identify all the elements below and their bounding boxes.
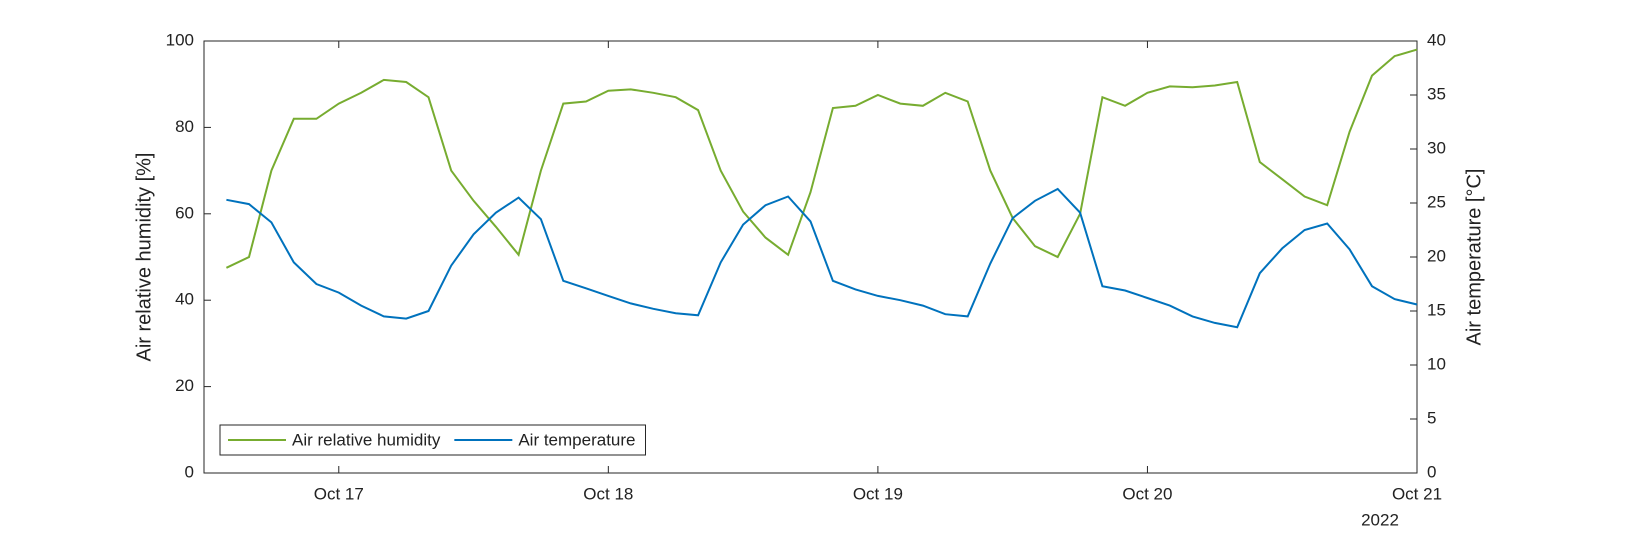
x-tick-label: Oct 21	[1392, 484, 1442, 503]
y2-tick-label: 0	[1427, 462, 1436, 481]
x-tick-label: Oct 18	[583, 484, 633, 503]
y-tick-label: 60	[175, 203, 194, 222]
y2-tick-label: 10	[1427, 354, 1446, 373]
data-line	[225, 48, 1418, 269]
x-tick-label: Oct 17	[314, 484, 364, 503]
y2-tick-label: 40	[1427, 30, 1446, 49]
data-line	[226, 187, 1418, 329]
y2-tick-label: 5	[1427, 408, 1436, 427]
y2-tick-label: 35	[1427, 84, 1446, 103]
y-tick-label: 20	[175, 376, 194, 395]
y-axis-label: Air relative humidity [%]	[133, 153, 155, 362]
legend-label: Air relative humidity	[292, 430, 441, 449]
x-tick-label: Oct 19	[853, 484, 903, 503]
y2-axis-label: Air temperature [°C]	[1463, 169, 1485, 346]
y-tick-label: 80	[175, 117, 194, 136]
y2-tick-label: 20	[1427, 246, 1446, 265]
y-tick-label: 0	[185, 462, 194, 481]
x-year-label: 2022	[1361, 510, 1399, 529]
legend-box	[219, 424, 646, 456]
y2-tick-label: 25	[1427, 192, 1446, 211]
x-tick-label: Oct 20	[1122, 484, 1172, 503]
legend-label: Air temperature	[518, 430, 635, 449]
y-tick-label: 40	[175, 290, 194, 309]
y-tick-label: 100	[166, 30, 194, 49]
y2-tick-label: 30	[1427, 138, 1446, 157]
y2-tick-label: 15	[1427, 300, 1446, 319]
